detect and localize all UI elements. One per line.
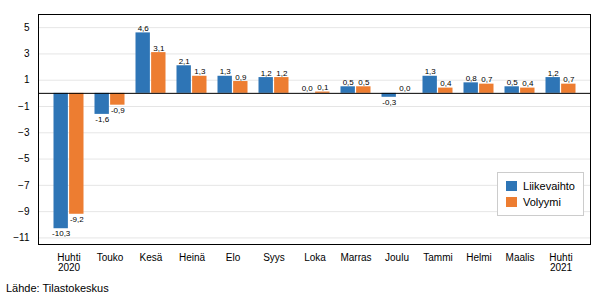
svg-text:-0,9: -0,9 [111, 106, 125, 115]
svg-text:0,0: 0,0 [302, 84, 314, 93]
svg-text:-0,3: -0,3 [382, 98, 396, 107]
svg-text:−7: −7 [18, 180, 30, 191]
svg-text:0,7: 0,7 [563, 75, 575, 84]
svg-text:−9: −9 [18, 206, 30, 217]
svg-text:3: 3 [24, 48, 30, 59]
svg-text:0,0: 0,0 [399, 84, 411, 93]
html-text:Volyymi: Volyymi [523, 196, 561, 208]
svg-text:1,3: 1,3 [220, 67, 232, 76]
svg-text:Tammi: Tammi [423, 252, 452, 263]
svg-text:0,8: 0,8 [466, 74, 478, 83]
svg-text:-9,2: -9,2 [70, 215, 84, 224]
svg-text:0,5: 0,5 [358, 78, 370, 87]
svg-text:Touko: Touko [97, 252, 124, 263]
svg-text:1: 1 [24, 74, 30, 85]
svg-text:−5: −5 [18, 153, 30, 164]
html-text:Lähde: Tilastokeskus: Lähde: Tilastokeskus [6, 282, 109, 294]
svg-text:5: 5 [24, 22, 30, 33]
svg-text:1,2: 1,2 [276, 69, 288, 78]
html-text:Liikevaihto: Liikevaihto [523, 180, 575, 192]
svg-text:-10,3: -10,3 [52, 229, 71, 238]
svg-text:2,1: 2,1 [179, 57, 191, 66]
svg-text:0,5: 0,5 [507, 78, 519, 87]
svg-text:Heinä: Heinä [179, 252, 206, 263]
svg-text:0,9: 0,9 [235, 73, 247, 82]
svg-text:−1: −1 [18, 101, 30, 112]
svg-text:0,7: 0,7 [481, 75, 493, 84]
svg-text:1,2: 1,2 [548, 69, 560, 78]
svg-text:4,6: 4,6 [138, 24, 150, 33]
svg-text:Elo: Elo [226, 252, 241, 263]
svg-text:3,1: 3,1 [153, 44, 165, 53]
svg-text:Kesä: Kesä [140, 252, 163, 263]
svg-text:Loka: Loka [304, 252, 326, 263]
svg-text:1,3: 1,3 [425, 67, 437, 76]
svg-text:−3: −3 [18, 127, 30, 138]
svg-text:1,2: 1,2 [261, 69, 273, 78]
svg-text:Maalis: Maalis [506, 252, 535, 263]
svg-text:Syys: Syys [263, 252, 285, 263]
svg-text:1,3: 1,3 [194, 67, 206, 76]
svg-text:0,5: 0,5 [343, 78, 355, 87]
svg-text:Huhti2021: Huhti2021 [549, 252, 572, 273]
svg-text:Huhti2020: Huhti2020 [57, 252, 80, 273]
svg-text:0,4: 0,4 [440, 79, 452, 88]
svg-text:Joulu: Joulu [385, 252, 409, 263]
svg-text:0,4: 0,4 [522, 79, 534, 88]
svg-text:0,1: 0,1 [317, 83, 329, 92]
svg-text:−11: −11 [13, 232, 30, 243]
svg-text:Helmi: Helmi [466, 252, 492, 263]
svg-text:-1,6: -1,6 [95, 115, 109, 124]
svg-text:Marras: Marras [340, 252, 371, 263]
